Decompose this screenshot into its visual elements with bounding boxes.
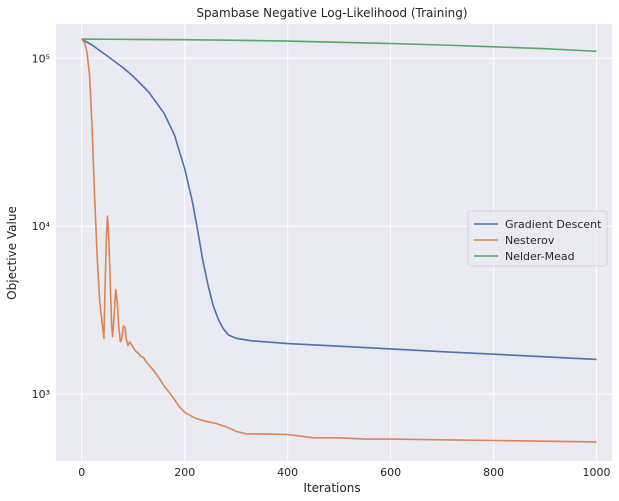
series-line-nelder-mead <box>81 38 597 53</box>
y-tick-label: 10³ <box>32 388 50 401</box>
series-layer <box>81 38 597 443</box>
y-tick-label: 10⁵ <box>32 52 50 65</box>
x-tick-label: 1000 <box>583 466 611 479</box>
x-tick-label: 800 <box>483 466 504 479</box>
series-line-gradient-descent <box>81 38 597 361</box>
x-tick-label: 400 <box>277 466 298 479</box>
legend-label-nelder-mead: Nelder-Mead <box>505 250 575 263</box>
y-axis-label: Objective Value <box>5 206 19 300</box>
tick-labels: 0 200 400 600 800 1000 10³ 10⁴ 10⁵ <box>32 52 611 479</box>
y-tick-label: 10⁴ <box>32 220 51 233</box>
series-line-nesterov <box>81 38 597 443</box>
legend-label-gradient-descent: Gradient Descent <box>505 218 602 231</box>
legend-box <box>467 210 608 267</box>
legend-label-nesterov: Nesterov <box>505 234 555 247</box>
x-tick-label: 600 <box>380 466 401 479</box>
x-axis-label: Iterations <box>303 481 360 495</box>
x-tick-label: 0 <box>78 466 85 479</box>
legend: Gradient Descent Nesterov Nelder-Mead <box>467 210 608 267</box>
x-tick-label: 200 <box>174 466 195 479</box>
chart-title: Spambase Negative Log-Likelihood (Traini… <box>196 6 467 20</box>
